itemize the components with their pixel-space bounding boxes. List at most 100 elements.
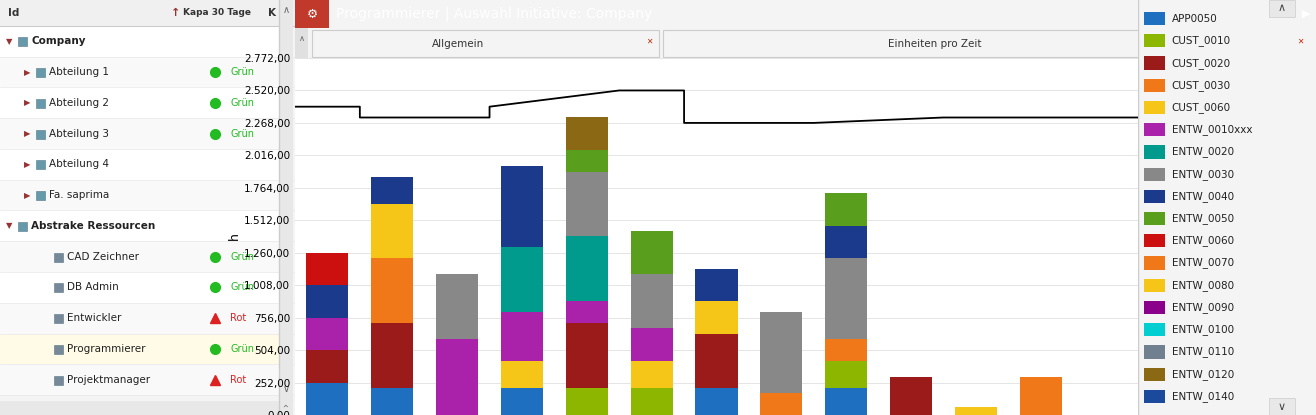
Bar [0,241,293,272]
Bar [825,339,867,361]
Bar [0,180,293,210]
Bar [0,210,293,241]
Bar [0,26,293,57]
Bar [1020,377,1062,415]
Text: Rot: Rot [230,313,246,323]
Bar [1145,256,1165,270]
Bar [36,99,45,108]
Bar [566,150,608,171]
Text: ENTW_0090: ENTW_0090 [1171,302,1233,313]
Bar [501,361,544,388]
Bar [630,274,672,328]
Bar [436,339,478,415]
Bar [0,88,293,118]
Text: ▶: ▶ [24,98,30,107]
Bar [630,361,672,388]
Text: ENTW_0050: ENTW_0050 [1171,213,1233,224]
Bar [1145,56,1165,70]
Bar [307,350,349,383]
Bar [0,118,293,149]
Text: Einheiten pro Zeit: Einheiten pro Zeit [888,39,982,49]
Bar [307,383,349,415]
Text: ∧: ∧ [1278,3,1286,13]
Bar [54,253,63,261]
Bar [825,193,867,226]
Text: ENTW_0120: ENTW_0120 [1171,369,1234,380]
Text: ENTW_0140: ENTW_0140 [1171,391,1234,402]
FancyBboxPatch shape [1313,30,1316,57]
Bar [630,388,672,415]
Bar [295,0,329,28]
Text: ∧: ∧ [283,5,290,15]
Bar [1145,123,1165,137]
Text: ▼: ▼ [7,37,12,46]
Bar [1145,12,1165,25]
Bar [955,407,998,415]
Text: ∨: ∨ [1278,402,1286,412]
Text: ∧: ∧ [299,34,305,43]
Text: Allgemein: Allgemein [432,39,484,49]
Bar [0,0,295,26]
Text: ENTW_0110: ENTW_0110 [1171,347,1234,357]
Bar [0,57,293,88]
Bar [501,166,544,247]
Bar [501,247,544,312]
Bar [501,312,544,361]
Text: ✕: ✕ [646,37,653,46]
Bar [436,274,478,339]
FancyBboxPatch shape [312,30,659,57]
Text: Kapa 30 Tage: Kapa 30 Tage [183,8,251,17]
Bar [307,317,349,350]
Text: Grün: Grün [230,129,254,139]
Text: Company: Company [32,37,86,46]
Bar [1145,323,1165,336]
Bar [1269,398,1295,415]
Bar [630,328,672,361]
Text: ▶: ▶ [24,129,30,138]
Bar [1145,190,1165,203]
Bar [1145,278,1165,292]
Bar [825,226,867,258]
Bar [36,160,45,169]
Text: ✕: ✕ [1296,37,1303,46]
Bar [566,301,608,323]
Bar [54,314,63,323]
Bar [1145,34,1165,47]
Text: ENTW_0100: ENTW_0100 [1171,324,1233,335]
Bar [36,191,45,200]
Bar [18,37,28,46]
Text: CUST_0030: CUST_0030 [1171,80,1230,91]
Text: ∨: ∨ [283,384,290,394]
Text: Projektmanager: Projektmanager [67,375,150,385]
Text: Grün: Grün [230,282,254,293]
Bar [1145,368,1165,381]
Text: ENTW_0020: ENTW_0020 [1171,146,1233,157]
Text: ENTW_0060: ENTW_0060 [1171,235,1233,246]
Bar [825,388,867,415]
Text: Id: Id [8,8,20,18]
Bar [371,204,413,258]
Text: ›: › [282,403,291,407]
Bar [307,285,349,317]
Text: Abteilung 4: Abteilung 4 [49,159,109,169]
Text: CUST_0060: CUST_0060 [1171,102,1230,113]
Text: Entwickler: Entwickler [67,313,121,323]
Bar [1145,101,1165,114]
Text: Grün: Grün [230,344,254,354]
Bar [0,303,293,334]
Bar [761,312,803,393]
Bar [0,334,293,364]
Text: Grün: Grün [230,67,254,77]
Bar [295,28,308,58]
Bar [1145,212,1165,225]
Bar [54,345,63,354]
Text: ENTW_0080: ENTW_0080 [1171,280,1233,290]
Bar [0,364,293,395]
Bar [1313,30,1316,33]
Bar [1145,345,1165,359]
Bar [1145,390,1165,403]
Text: Abstrake Ressourcen: Abstrake Ressourcen [32,221,155,231]
Bar [566,171,608,237]
Bar [18,222,28,231]
Text: APP0050: APP0050 [1171,14,1217,24]
